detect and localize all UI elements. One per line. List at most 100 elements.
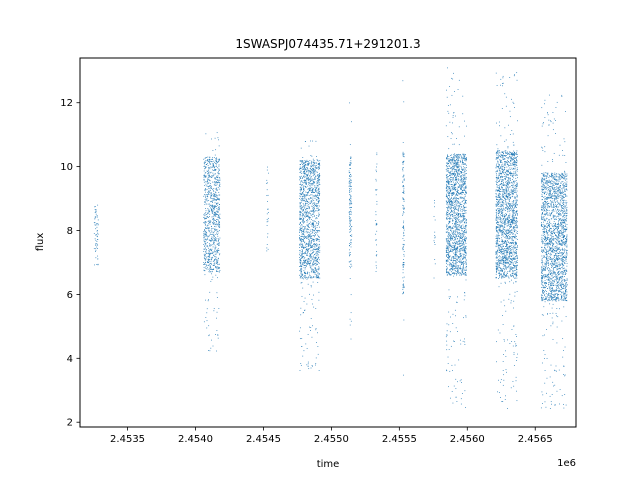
data-point — [452, 165, 454, 167]
data-point — [206, 238, 208, 240]
data-point — [457, 228, 458, 230]
data-point — [452, 228, 454, 229]
data-point — [459, 249, 460, 251]
data-point — [349, 222, 351, 224]
data-point — [350, 338, 352, 340]
data-point — [313, 259, 314, 261]
data-point — [218, 239, 219, 241]
data-point — [457, 153, 459, 155]
data-point — [447, 169, 449, 171]
data-point — [311, 184, 313, 186]
data-point — [218, 173, 220, 175]
data-point — [445, 231, 447, 233]
data-point — [447, 170, 449, 172]
data-point — [507, 160, 508, 162]
data-point — [515, 235, 517, 237]
data-point — [456, 232, 458, 233]
data-point — [515, 253, 517, 254]
data-point — [513, 258, 514, 260]
data-point — [299, 338, 301, 340]
data-point — [348, 172, 350, 174]
data-point — [350, 163, 352, 164]
data-point — [214, 263, 216, 265]
data-point — [450, 204, 452, 206]
data-point — [504, 256, 506, 258]
data-point — [299, 330, 301, 332]
data-point — [508, 257, 510, 259]
data-point — [458, 205, 459, 207]
data-point — [457, 160, 459, 162]
data-point — [460, 272, 461, 274]
data-point — [462, 154, 464, 156]
data-point — [514, 225, 516, 227]
data-point — [459, 178, 461, 180]
data-point — [403, 243, 405, 245]
data-point — [464, 249, 465, 251]
data-point — [210, 259, 212, 261]
data-point — [376, 152, 378, 154]
data-point — [464, 250, 466, 252]
data-point — [449, 273, 450, 275]
data-point — [217, 210, 219, 212]
data-point — [307, 277, 308, 279]
data-point — [455, 218, 457, 220]
data-point — [450, 345, 452, 347]
data-point — [462, 166, 464, 168]
data-point — [302, 196, 304, 198]
data-point — [317, 259, 318, 260]
data-point — [208, 175, 210, 177]
data-point — [447, 257, 448, 258]
data-point — [313, 243, 315, 245]
data-point — [402, 176, 404, 178]
data-point — [516, 213, 518, 214]
data-point — [305, 162, 307, 164]
data-point — [453, 156, 455, 158]
data-point — [300, 222, 301, 224]
data-point — [459, 268, 461, 270]
data-point — [315, 251, 317, 253]
data-point — [299, 234, 300, 236]
data-point — [266, 182, 268, 184]
data-point — [317, 185, 319, 187]
data-point — [454, 232, 456, 234]
data-point — [218, 264, 220, 265]
data-point — [210, 166, 212, 168]
data-point — [305, 254, 307, 256]
data-point — [447, 248, 449, 250]
data-point — [212, 223, 214, 225]
data-point — [311, 183, 313, 185]
data-point — [318, 176, 320, 178]
data-point — [516, 183, 518, 185]
data-point — [207, 194, 209, 195]
data-point — [460, 187, 462, 188]
data-point — [449, 191, 451, 193]
data-point — [212, 261, 214, 262]
data-point — [451, 250, 453, 252]
data-point — [305, 201, 307, 203]
data-point — [403, 101, 405, 103]
data-point — [455, 154, 457, 155]
data-point — [451, 210, 453, 212]
data-point — [514, 180, 516, 182]
data-point — [464, 228, 465, 229]
data-point — [310, 224, 312, 225]
data-point — [510, 261, 511, 262]
data-point — [210, 347, 212, 349]
observation-cluster — [445, 67, 467, 408]
data-point — [514, 252, 515, 254]
data-point — [302, 165, 304, 167]
data-point — [314, 210, 316, 212]
data-point — [448, 311, 450, 313]
data-point — [460, 248, 462, 249]
data-point — [507, 249, 508, 251]
data-point — [463, 260, 465, 262]
data-point — [299, 192, 301, 194]
data-point — [316, 217, 318, 219]
data-point — [496, 242, 498, 244]
data-point — [206, 228, 207, 230]
data-point — [311, 192, 312, 193]
data-point — [317, 200, 319, 202]
data-point — [309, 277, 311, 278]
data-point — [499, 177, 501, 179]
data-point — [311, 172, 313, 174]
